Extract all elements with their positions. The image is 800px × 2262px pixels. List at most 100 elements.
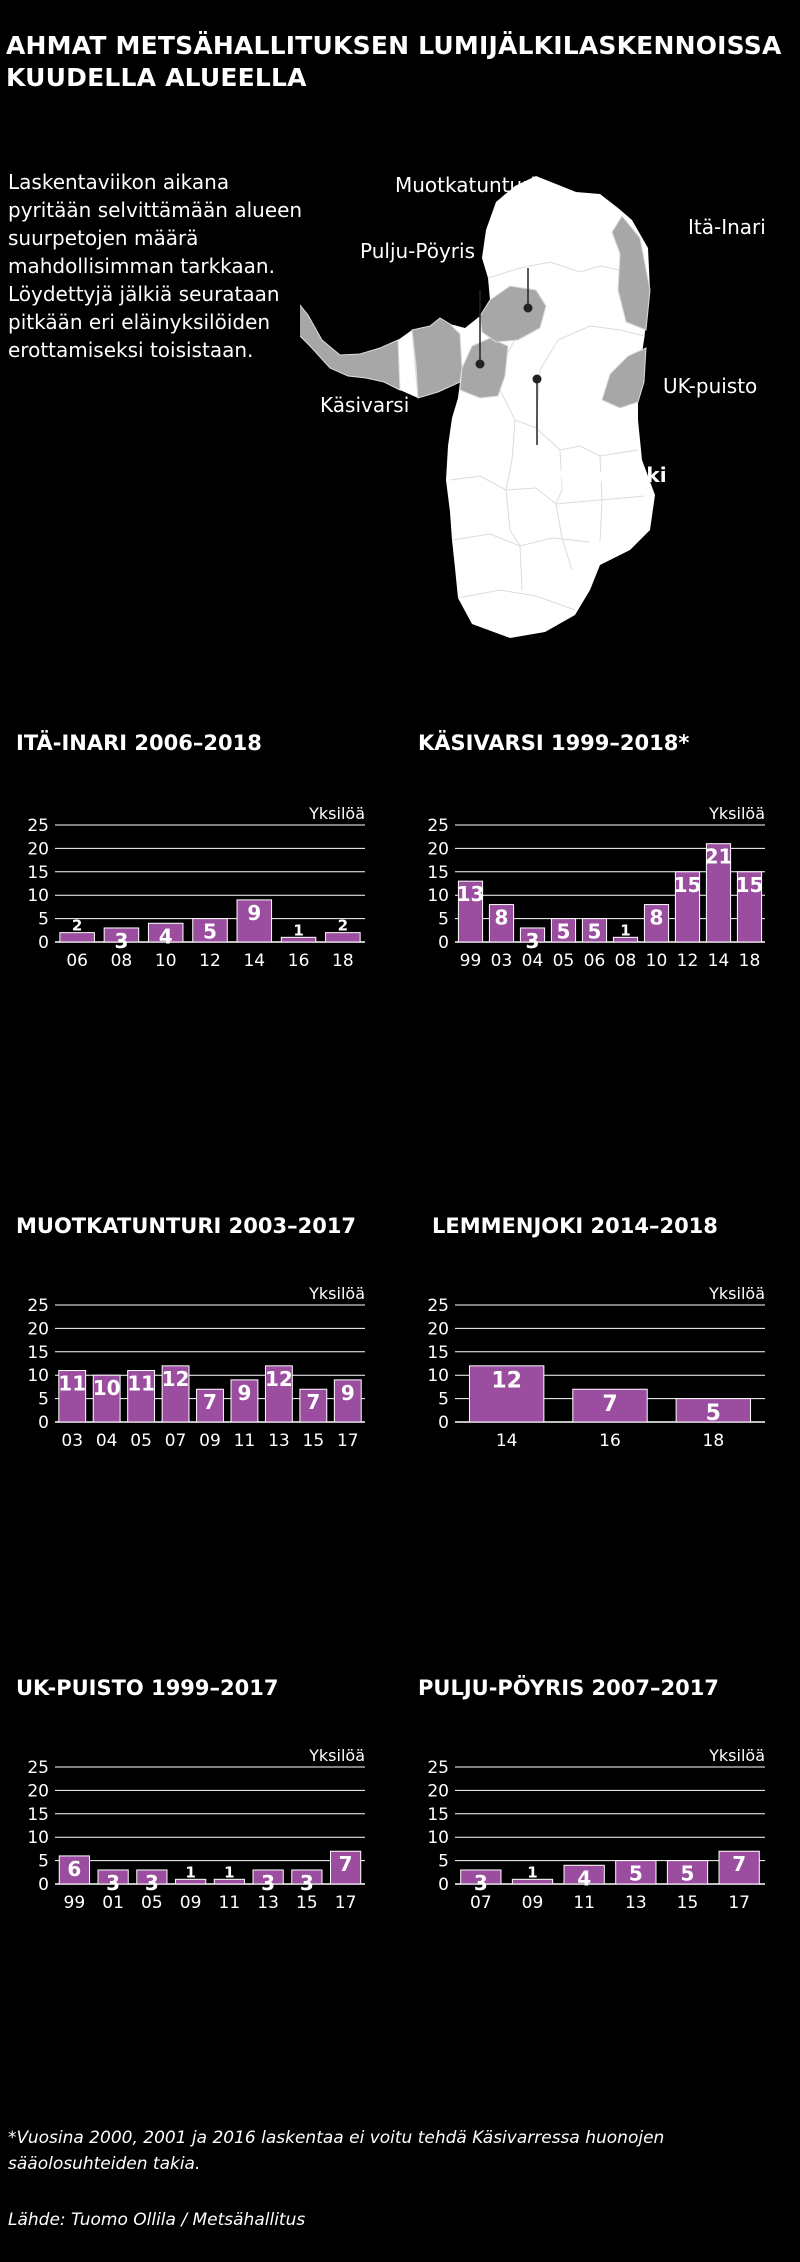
page-title: AHMAT METSÄHALLITUKSEN LUMIJÄLKILASKENNO… bbox=[6, 31, 782, 92]
bar bbox=[59, 932, 95, 943]
bar bbox=[325, 932, 361, 943]
bar bbox=[581, 918, 608, 943]
bar bbox=[213, 1878, 245, 1885]
bar-value-label: 1 bbox=[293, 921, 303, 939]
bar bbox=[675, 1398, 752, 1423]
region-muotkatunturi bbox=[479, 285, 547, 343]
source-credit: Lähde: Tuomo Ollila / Metsähallitus bbox=[8, 2210, 306, 2230]
chart-lemmenjoki: Yksilöä 0 5 10 15 20 25 12 14 7 16 5 18 bbox=[427, 1284, 765, 1451]
bar bbox=[299, 1388, 328, 1423]
x-tick-label: 13 bbox=[257, 1893, 279, 1913]
y-tick-label: 10 bbox=[427, 886, 449, 906]
bar bbox=[718, 1850, 760, 1885]
bar-value-label: 8 bbox=[495, 906, 509, 930]
map-label-uk-puisto: UK-puisto bbox=[663, 374, 757, 398]
bar-value-label: 12 bbox=[265, 1367, 293, 1391]
x-tick-label: 04 bbox=[522, 951, 544, 971]
unit-label: Yksilöä bbox=[308, 1284, 365, 1303]
bar bbox=[674, 871, 701, 943]
x-tick-label: 01 bbox=[102, 1893, 124, 1913]
bar-value-label: 1 bbox=[224, 1863, 234, 1881]
x-tick-label: 05 bbox=[141, 1893, 163, 1913]
map-leaders bbox=[475, 268, 542, 445]
region-ita-inari bbox=[611, 215, 651, 331]
x-tick-label: 14 bbox=[243, 951, 265, 971]
bar-value-label: 3 bbox=[261, 1871, 275, 1895]
bar bbox=[196, 1388, 224, 1423]
bar-value-label: 7 bbox=[306, 1390, 320, 1414]
y-tick-label: 20 bbox=[27, 839, 49, 859]
x-tick-label: 07 bbox=[470, 1893, 492, 1913]
x-tick-label: 05 bbox=[130, 1431, 152, 1451]
y-tick-label: 5 bbox=[38, 910, 49, 930]
y-tick-label: 0 bbox=[38, 1413, 49, 1433]
unit-label: Yksilöä bbox=[708, 804, 765, 823]
bar bbox=[457, 880, 484, 943]
bar-value-label: 4 bbox=[577, 1866, 591, 1890]
bar-value-label: 12 bbox=[162, 1367, 190, 1391]
x-tick-label: 14 bbox=[496, 1431, 518, 1451]
map-label-ita-inari: Itä-Inari bbox=[688, 215, 766, 239]
bar bbox=[92, 1374, 121, 1423]
y-tick-label: 25 bbox=[27, 816, 49, 836]
bar bbox=[612, 936, 639, 943]
y-tick-label: 0 bbox=[438, 1413, 449, 1433]
x-tick-label: 11 bbox=[219, 1893, 241, 1913]
chart-title-muotkatunturi: MUOTKATUNTURI 2003–2017 bbox=[16, 1214, 357, 1238]
x-tick-label: 10 bbox=[155, 951, 177, 971]
x-tick-label: 18 bbox=[739, 951, 761, 971]
x-tick-label: 99 bbox=[460, 951, 482, 971]
x-tick-label: 16 bbox=[288, 951, 310, 971]
y-tick-label: 10 bbox=[27, 1828, 49, 1848]
bar-value-label: 9 bbox=[247, 901, 261, 925]
bar-value-label: 5 bbox=[588, 920, 602, 944]
x-tick-label: 09 bbox=[199, 1431, 221, 1451]
x-tick-label: 17 bbox=[337, 1431, 359, 1451]
y-tick-label: 5 bbox=[38, 1390, 49, 1410]
x-tick-label: 17 bbox=[335, 1893, 357, 1913]
y-tick-label: 25 bbox=[427, 1296, 449, 1316]
chart-title-uk-puisto: UK-PUISTO 1999–2017 bbox=[16, 1676, 279, 1700]
bar bbox=[58, 1370, 87, 1423]
bar bbox=[291, 1869, 323, 1885]
bar bbox=[615, 1860, 657, 1885]
bar-value-label: 9 bbox=[341, 1381, 355, 1405]
chart-title-kasivarsi: KÄSIVARSI 1999–2018* bbox=[418, 731, 690, 755]
x-tick-label: 10 bbox=[646, 951, 668, 971]
x-tick-label: 15 bbox=[296, 1893, 318, 1913]
unit-label: Yksilöä bbox=[708, 1746, 765, 1765]
bar bbox=[550, 918, 577, 943]
footnote: *Vuosina 2000, 2001 ja 2016 laskentaa ei… bbox=[8, 2128, 665, 2174]
x-tick-label: 15 bbox=[677, 1893, 699, 1913]
map-label-lemmenjoki: Lemmenjoki bbox=[530, 463, 667, 487]
x-tick-label: 18 bbox=[703, 1431, 725, 1451]
y-tick-label: 5 bbox=[438, 1390, 449, 1410]
bar bbox=[264, 1365, 293, 1423]
y-tick-label: 0 bbox=[38, 1875, 49, 1895]
y-tick-label: 25 bbox=[427, 1758, 449, 1778]
bar-value-label: 3 bbox=[474, 1871, 488, 1895]
bar bbox=[175, 1878, 207, 1885]
y-tick-label: 15 bbox=[427, 1343, 449, 1363]
bar bbox=[252, 1869, 284, 1885]
y-tick-label: 25 bbox=[27, 1758, 49, 1778]
bar bbox=[519, 927, 546, 943]
chart-title-pulju-poyris: PULJU-PÖYRIS 2007–2017 bbox=[418, 1676, 719, 1700]
bar-value-label: 6 bbox=[67, 1857, 81, 1881]
x-tick-label: 05 bbox=[553, 951, 575, 971]
region-kasivarsi bbox=[300, 304, 401, 391]
bar bbox=[230, 1379, 259, 1423]
bar bbox=[572, 1388, 648, 1423]
bar-value-label: 9 bbox=[237, 1381, 251, 1405]
y-tick-label: 20 bbox=[427, 1781, 449, 1801]
bar-value-label: 2 bbox=[72, 917, 82, 935]
bar-value-label: 3 bbox=[106, 1871, 120, 1895]
x-tick-label: 03 bbox=[61, 1431, 83, 1451]
bar bbox=[58, 1855, 90, 1885]
bar bbox=[705, 843, 732, 943]
y-tick-label: 25 bbox=[427, 816, 449, 836]
map-label-pulju-poyris: Pulju-Pöyris bbox=[360, 239, 475, 263]
x-tick-label: 15 bbox=[303, 1431, 325, 1451]
bar-value-label: 21 bbox=[705, 845, 733, 869]
x-tick-label: 17 bbox=[728, 1893, 750, 1913]
